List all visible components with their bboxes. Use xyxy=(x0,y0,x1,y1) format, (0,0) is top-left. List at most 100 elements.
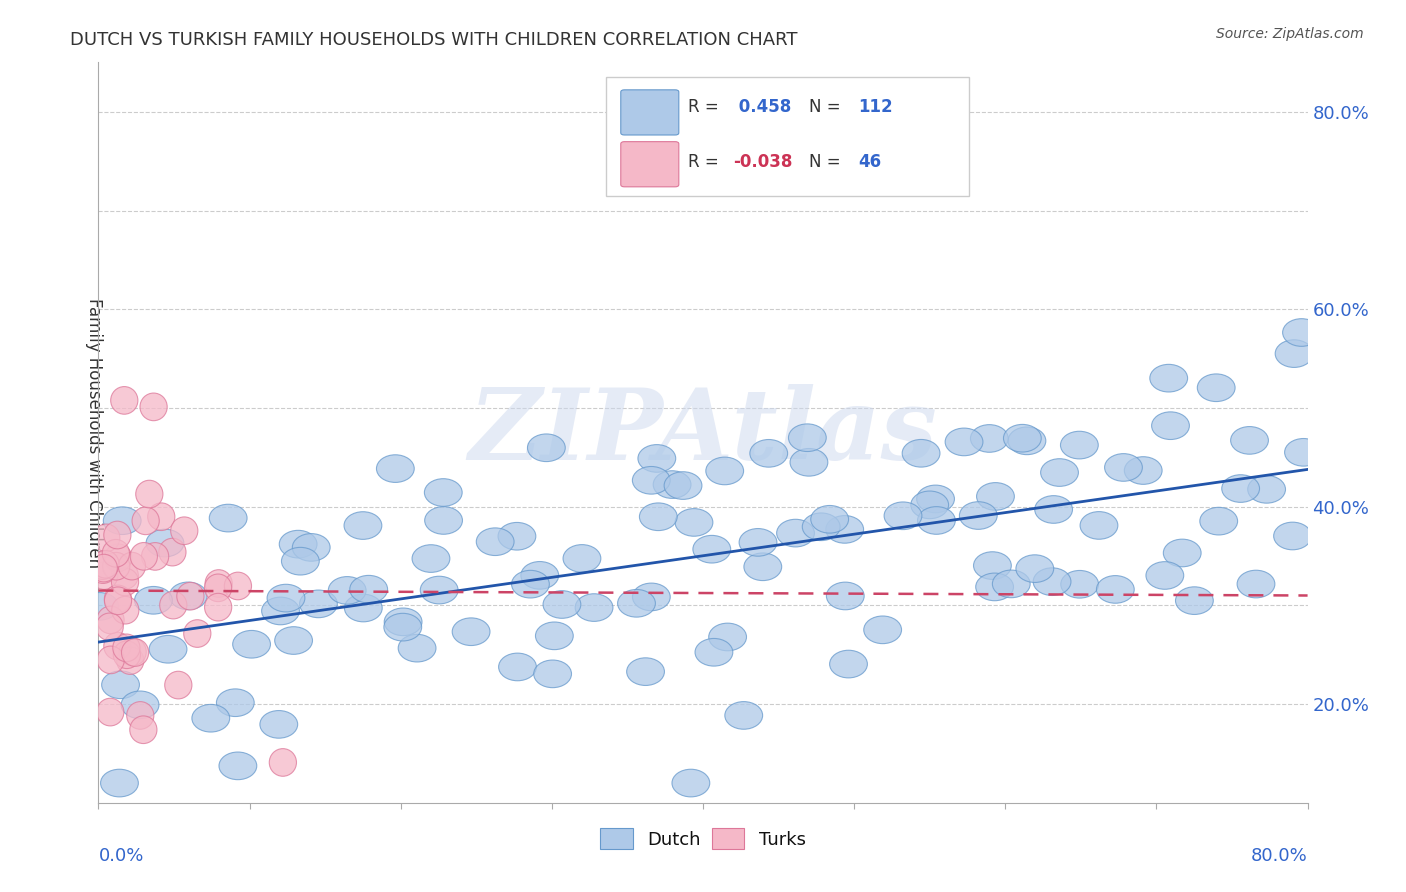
Ellipse shape xyxy=(863,616,901,644)
Ellipse shape xyxy=(1285,439,1323,467)
Ellipse shape xyxy=(1105,454,1143,482)
Ellipse shape xyxy=(97,698,124,726)
Ellipse shape xyxy=(146,529,184,557)
Text: R =: R = xyxy=(689,153,724,171)
Ellipse shape xyxy=(398,634,436,662)
Ellipse shape xyxy=(142,542,169,570)
Ellipse shape xyxy=(121,691,159,719)
Ellipse shape xyxy=(1040,458,1078,486)
Ellipse shape xyxy=(1247,475,1285,503)
Ellipse shape xyxy=(165,672,191,699)
Ellipse shape xyxy=(633,467,671,494)
Ellipse shape xyxy=(274,627,312,655)
Ellipse shape xyxy=(219,752,257,780)
Ellipse shape xyxy=(1237,570,1275,598)
Ellipse shape xyxy=(89,552,117,580)
Ellipse shape xyxy=(281,548,319,575)
Ellipse shape xyxy=(575,594,613,622)
FancyBboxPatch shape xyxy=(606,78,969,195)
Ellipse shape xyxy=(1198,374,1234,401)
Ellipse shape xyxy=(328,576,366,604)
Ellipse shape xyxy=(270,748,297,776)
Ellipse shape xyxy=(562,545,600,573)
Ellipse shape xyxy=(536,622,574,649)
Ellipse shape xyxy=(120,638,146,665)
Ellipse shape xyxy=(706,457,744,484)
Ellipse shape xyxy=(1152,412,1189,440)
Ellipse shape xyxy=(104,632,131,660)
Text: 112: 112 xyxy=(858,98,893,116)
Ellipse shape xyxy=(90,562,118,590)
Ellipse shape xyxy=(131,542,157,570)
FancyBboxPatch shape xyxy=(621,142,679,186)
Ellipse shape xyxy=(976,573,1014,600)
Ellipse shape xyxy=(1004,425,1042,452)
Ellipse shape xyxy=(149,635,187,663)
Ellipse shape xyxy=(262,597,299,624)
Ellipse shape xyxy=(103,540,129,567)
Ellipse shape xyxy=(97,607,124,633)
Ellipse shape xyxy=(377,455,415,483)
Ellipse shape xyxy=(118,552,146,580)
Ellipse shape xyxy=(232,631,270,658)
Ellipse shape xyxy=(111,597,139,624)
Ellipse shape xyxy=(1282,318,1320,346)
Ellipse shape xyxy=(790,449,828,476)
Ellipse shape xyxy=(917,485,955,513)
Ellipse shape xyxy=(672,769,710,797)
Ellipse shape xyxy=(499,653,537,681)
Ellipse shape xyxy=(1035,496,1073,524)
Ellipse shape xyxy=(520,562,558,590)
Text: 0.458: 0.458 xyxy=(734,98,792,116)
Ellipse shape xyxy=(425,479,463,507)
Text: 0.0%: 0.0% xyxy=(98,847,143,865)
Ellipse shape xyxy=(627,657,665,685)
Text: N =: N = xyxy=(810,153,846,171)
Ellipse shape xyxy=(512,570,550,598)
Ellipse shape xyxy=(299,590,337,617)
FancyBboxPatch shape xyxy=(621,90,679,135)
Ellipse shape xyxy=(776,519,814,547)
Ellipse shape xyxy=(103,552,129,580)
Ellipse shape xyxy=(1230,426,1268,454)
Ellipse shape xyxy=(1150,364,1188,392)
Text: Source: ZipAtlas.com: Source: ZipAtlas.com xyxy=(1216,27,1364,41)
Ellipse shape xyxy=(654,471,690,499)
Ellipse shape xyxy=(695,639,733,666)
Ellipse shape xyxy=(204,574,232,602)
Y-axis label: Family Households with Children: Family Households with Children xyxy=(84,298,103,567)
Ellipse shape xyxy=(534,660,571,688)
Ellipse shape xyxy=(959,501,997,529)
Ellipse shape xyxy=(911,491,949,518)
Ellipse shape xyxy=(1080,512,1118,540)
Ellipse shape xyxy=(111,568,139,596)
Ellipse shape xyxy=(267,584,305,612)
Ellipse shape xyxy=(280,531,316,558)
Ellipse shape xyxy=(111,386,138,414)
Ellipse shape xyxy=(93,524,120,551)
Ellipse shape xyxy=(675,508,713,536)
Ellipse shape xyxy=(1146,562,1184,590)
Ellipse shape xyxy=(135,586,173,614)
Ellipse shape xyxy=(640,503,678,531)
Ellipse shape xyxy=(384,614,422,641)
Ellipse shape xyxy=(97,646,124,673)
Ellipse shape xyxy=(477,528,515,556)
Ellipse shape xyxy=(830,650,868,678)
Ellipse shape xyxy=(1060,571,1098,599)
Ellipse shape xyxy=(527,434,565,461)
Ellipse shape xyxy=(101,769,138,797)
Ellipse shape xyxy=(918,507,955,534)
Ellipse shape xyxy=(121,639,149,666)
Ellipse shape xyxy=(1097,575,1135,603)
Ellipse shape xyxy=(169,582,207,610)
Ellipse shape xyxy=(132,507,159,534)
Text: DUTCH VS TURKISH FAMILY HOUSEHOLDS WITH CHILDREN CORRELATION CHART: DUTCH VS TURKISH FAMILY HOUSEHOLDS WITH … xyxy=(70,31,797,49)
Ellipse shape xyxy=(803,513,839,541)
Ellipse shape xyxy=(1222,475,1260,502)
Text: ZIPAtlas: ZIPAtlas xyxy=(468,384,938,481)
Ellipse shape xyxy=(260,711,298,739)
Ellipse shape xyxy=(664,472,702,500)
Ellipse shape xyxy=(1125,457,1163,484)
Ellipse shape xyxy=(350,575,388,603)
